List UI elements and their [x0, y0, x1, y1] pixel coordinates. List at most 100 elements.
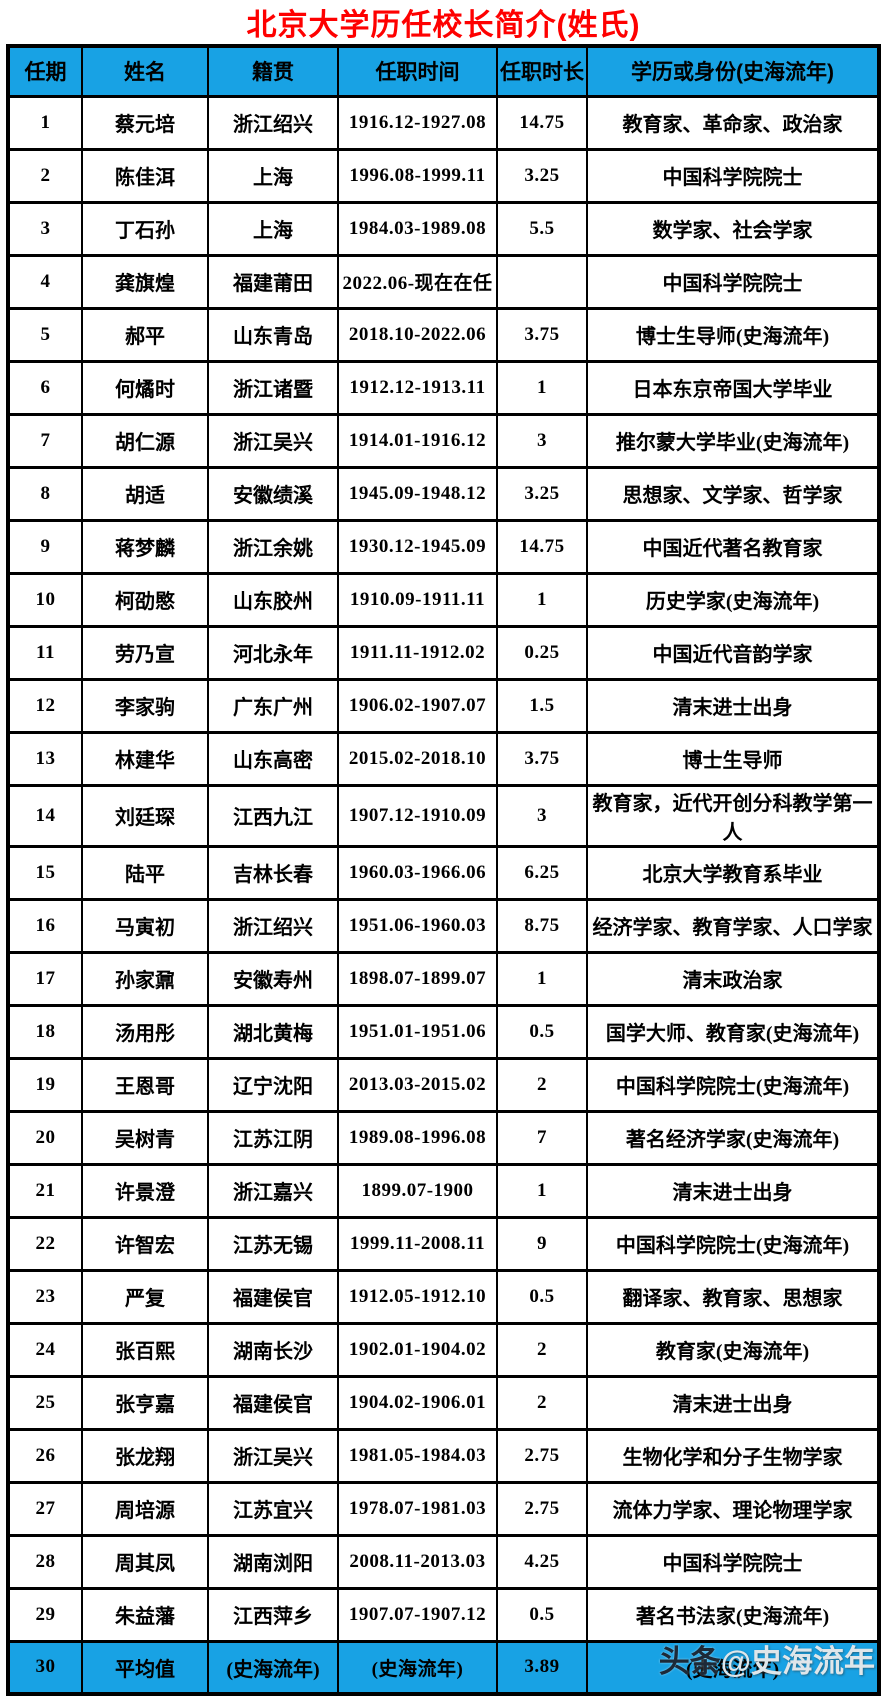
table-row: 18 汤用彤 湖北黄梅 1951.01-1951.06 0.5 国学大师、教育家(史海流年… [7, 1003, 880, 1060]
credential-cell: 经济学家、教育学家、人口学家 [586, 897, 880, 954]
name-cell: 许景澄 [81, 1162, 209, 1219]
tenure-period-cell: 1978.07-1981.03 [337, 1480, 498, 1537]
term-cell: 3 [7, 200, 83, 257]
origin-cell: 湖南长沙 [207, 1321, 339, 1378]
tenure-length-cell: 2.75 [496, 1427, 588, 1484]
tenure-length-cell: 3.75 [496, 730, 588, 787]
origin-cell: 福建侯官 [207, 1374, 339, 1431]
table-row: 28 周其凤 湖南浏阳 2008.11-2013.03 4.25 中国科学院院士 [7, 1533, 880, 1590]
term-cell: 10 [7, 571, 83, 628]
origin-cell: 山东青岛 [207, 306, 339, 363]
tenure-period-cell: 1945.09-1948.12 [337, 465, 498, 522]
credential-cell: 博士生导师 [586, 730, 880, 787]
name-cell: 劳乃宣 [81, 624, 209, 681]
credential-cell: 教育家，近代开创分科教学第一人 [586, 783, 880, 848]
credential-cell: 博士生导师(史海流年) [586, 306, 880, 363]
name-cell: 张百熙 [81, 1321, 209, 1378]
credential-cell: 中国科学院院士 [586, 147, 880, 204]
tenure-length-cell: 0.25 [496, 624, 588, 681]
tenure-period-cell: 1951.06-1960.03 [337, 897, 498, 954]
table-row: 11 劳乃宣 河北永年 1911.11-1912.02 0.25 中国近代音韵学家 [7, 624, 880, 681]
term-cell: 6 [7, 359, 83, 416]
origin-cell: 湖北黄梅 [207, 1003, 339, 1060]
credential-cell: 思想家、文学家、哲学家 [586, 465, 880, 522]
tenure-length-cell: 1.5 [496, 677, 588, 734]
tenure-period-cell: 1912.12-1913.11 [337, 359, 498, 416]
table-row: 3 丁石孙 上海 1984.03-1989.08 5.5 数学家、社会学家 [7, 200, 880, 257]
table-row: 5 郝平 山东青岛 2018.10-2022.06 3.75 博士生导师(史海流年) [7, 306, 880, 363]
table-row: 14 刘廷琛 江西九江 1907.12-1910.09 3 教育家，近代开创分科教学第一人 [7, 783, 880, 848]
table-row: 2 陈佳洱 上海 1996.08-1999.11 3.25 中国科学院院士 [7, 147, 880, 204]
column-header: 学历或身份(史海流年) [586, 44, 880, 98]
origin-cell: 江西萍乡 [207, 1586, 339, 1643]
term-cell: 18 [7, 1003, 83, 1060]
term-cell: 16 [7, 897, 83, 954]
tenure-period-cell: 1907.12-1910.09 [337, 783, 498, 848]
column-header: 籍贯 [207, 44, 339, 98]
tenure-length-cell: 6.25 [496, 844, 588, 901]
column-header: 姓名 [81, 44, 209, 98]
name-cell: 郝平 [81, 306, 209, 363]
tenure-length-cell: 14.75 [496, 94, 588, 151]
tenure-length-cell: 3.25 [496, 147, 588, 204]
summary-row: 30 平均值 (史海流年) (史海流年) 3.89 (史海流年) [7, 1639, 880, 1696]
column-header: 任职时长 [496, 44, 588, 98]
credential-cell: 数学家、社会学家 [586, 200, 880, 257]
tenure-length-cell: 1 [496, 571, 588, 628]
table-row: 4 龚旗煌 福建莆田 2022.06-现在在任 中国科学院院士 [7, 253, 880, 310]
credential-cell: 清末进士出身 [586, 1162, 880, 1219]
tenure-length-cell: 3 [496, 783, 588, 848]
table-row: 19 王恩哥 辽宁沈阳 2013.03-2015.02 2 中国科学院院士(史海流年) [7, 1056, 880, 1113]
term-cell: 21 [7, 1162, 83, 1219]
header-row: 任期 姓名 籍贯 任职时间 任职时长 学历或身份(史海流年) [7, 44, 880, 98]
tenure-period-cell: 1911.11-1912.02 [337, 624, 498, 681]
credential-cell: 著名经济学家(史海流年) [586, 1109, 880, 1166]
tenure-period-cell: 1898.07-1899.07 [337, 950, 498, 1007]
origin-cell: 上海 [207, 147, 339, 204]
term-cell: 7 [7, 412, 83, 469]
name-cell: 刘廷琛 [81, 783, 209, 848]
name-cell: 严复 [81, 1268, 209, 1325]
name-cell: 王恩哥 [81, 1056, 209, 1113]
name-cell: 平均值 [81, 1639, 209, 1696]
tenure-period-cell: 2013.03-2015.02 [337, 1056, 498, 1113]
name-cell: 柯劭愍 [81, 571, 209, 628]
name-cell: 许智宏 [81, 1215, 209, 1272]
tenure-length-cell: 7 [496, 1109, 588, 1166]
origin-cell: 河北永年 [207, 624, 339, 681]
name-cell: 蔡元培 [81, 94, 209, 151]
credential-cell: 中国科学院院士(史海流年) [586, 1215, 880, 1272]
tenure-length-cell: 3.89 [496, 1639, 588, 1696]
name-cell: 丁石孙 [81, 200, 209, 257]
term-cell: 8 [7, 465, 83, 522]
origin-cell: 吉林长春 [207, 844, 339, 901]
name-cell: 朱益藩 [81, 1586, 209, 1643]
term-cell: 23 [7, 1268, 83, 1325]
tenure-length-cell: 8.75 [496, 897, 588, 954]
name-cell: 何燏时 [81, 359, 209, 416]
term-cell: 20 [7, 1109, 83, 1166]
credential-cell: 国学大师、教育家(史海流年) [586, 1003, 880, 1060]
credential-cell: 中国科学院院士(史海流年) [586, 1056, 880, 1113]
table-row: 6 何燏时 浙江诸暨 1912.12-1913.11 1 日本东京帝国大学毕业 [7, 359, 880, 416]
term-cell: 24 [7, 1321, 83, 1378]
origin-cell: 浙江绍兴 [207, 897, 339, 954]
origin-cell: 安徽寿州 [207, 950, 339, 1007]
tenure-length-cell: 3 [496, 412, 588, 469]
table-row: 12 李家驹 广东广州 1906.02-1907.07 1.5 清末进士出身 [7, 677, 880, 734]
tenure-period-cell: 1906.02-1907.07 [337, 677, 498, 734]
tenure-length-cell [496, 253, 588, 310]
term-cell: 13 [7, 730, 83, 787]
table-row: 27 周培源 江苏宜兴 1978.07-1981.03 2.75 流体力学家、理论物理学家 [7, 1480, 880, 1537]
origin-cell: 江苏宜兴 [207, 1480, 339, 1537]
origin-cell: 辽宁沈阳 [207, 1056, 339, 1113]
origin-cell: 山东高密 [207, 730, 339, 787]
tenure-length-cell: 3.75 [496, 306, 588, 363]
tenure-period-cell: 2008.11-2013.03 [337, 1533, 498, 1590]
tenure-period-cell: 1930.12-1945.09 [337, 518, 498, 575]
table-row: 16 马寅初 浙江绍兴 1951.06-1960.03 8.75 经济学家、教育学家、人口… [7, 897, 880, 954]
credential-cell: (史海流年) [586, 1639, 880, 1696]
table-row: 29 朱益藩 江西萍乡 1907.07-1907.12 0.5 著名书法家(史海流年) [7, 1586, 880, 1643]
term-cell: 19 [7, 1056, 83, 1113]
table-row: 9 蒋梦麟 浙江余姚 1930.12-1945.09 14.75 中国近代著名教育家 [7, 518, 880, 575]
